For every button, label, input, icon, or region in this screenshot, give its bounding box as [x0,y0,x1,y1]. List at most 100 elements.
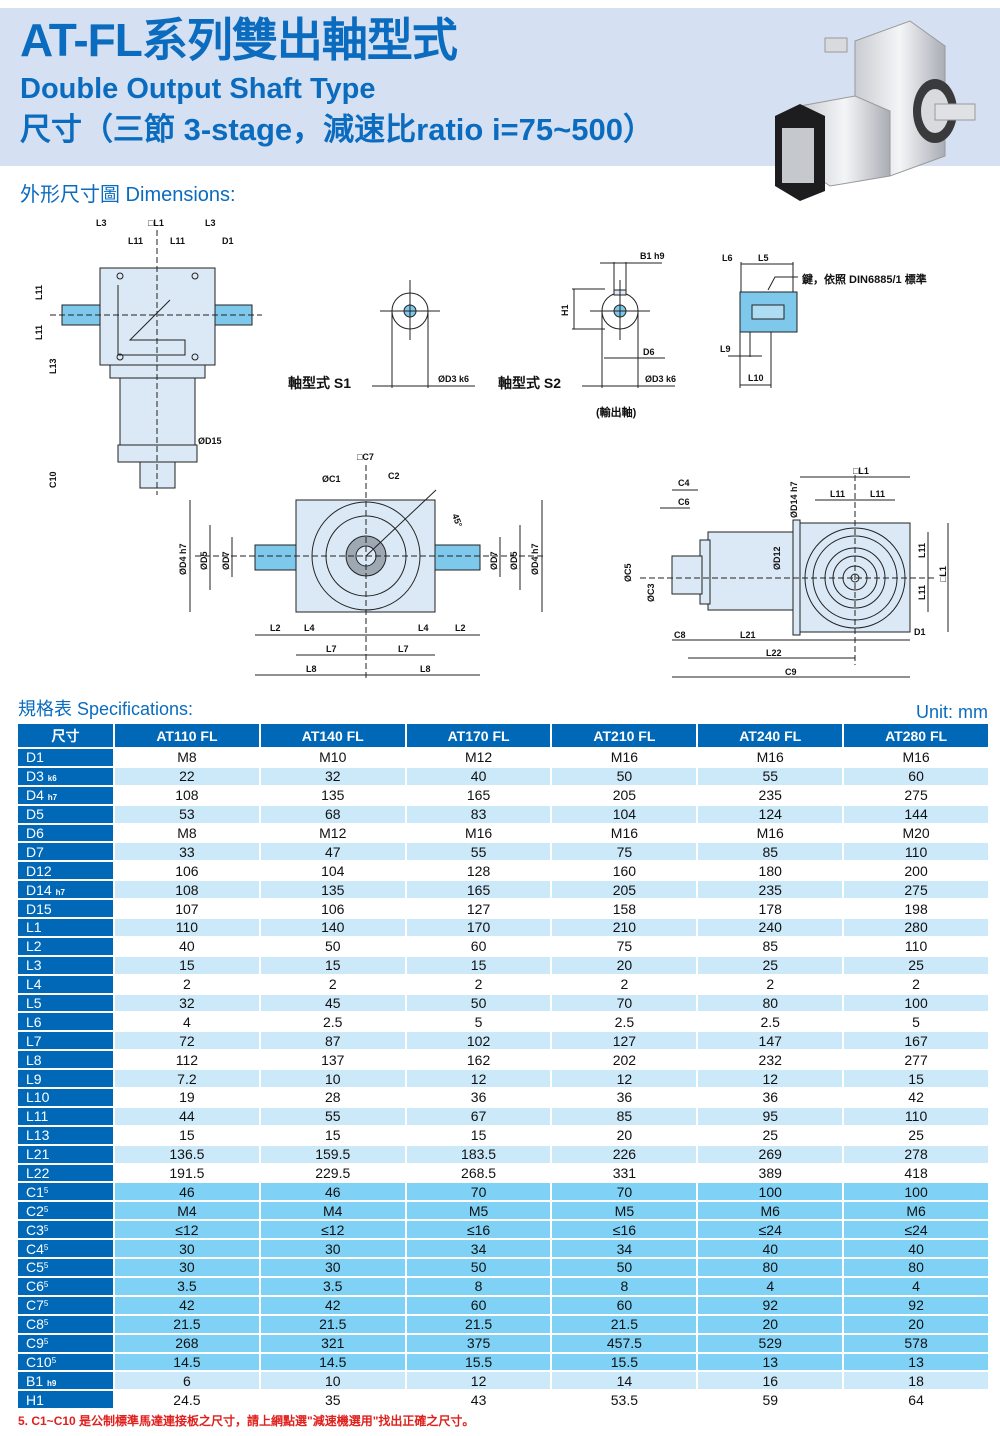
row-label-text: D3 [26,768,44,785]
table-row: B1 h9 6 10 12 14 16 18 [18,1372,990,1390]
table-cell: 10 [260,1372,407,1390]
table-cell: 30 [260,1259,407,1276]
table-cell: 136.5 [115,1145,261,1163]
table-cell: 578 [844,1334,990,1352]
table-row: D7 33 47 55 75 85 110 [18,843,990,861]
table-cell: 110 [844,937,990,955]
table-cell: 14.5 [260,1353,407,1371]
table-cell: M10 [260,749,407,766]
label-L11: L11 [917,543,927,558]
table-cell: 124 [698,805,845,823]
label-D4: ØD4 h7 [530,543,540,575]
row-label: L2 [18,937,115,955]
table-cell: 53.5 [552,1391,699,1409]
table-cell: M16 [406,824,553,842]
label-L2: L2 [455,623,466,633]
table-cell: 102 [406,1032,553,1050]
row-label: D1 [18,749,115,766]
table-cell: 32 [115,994,261,1012]
table-cell: 15 [844,1070,990,1088]
label-L3: L3 [96,218,107,228]
table-cell: 12 [406,1372,553,1390]
table-cell: 15.5 [406,1353,553,1371]
table-cell: 240 [698,919,845,936]
table-cell: 25 [844,956,990,974]
table-cell: 92 [844,1296,990,1314]
table-row: C55 30 30 50 50 80 80 [18,1259,990,1276]
table-cell: 108 [115,881,261,899]
table-cell: 268 [115,1334,261,1352]
row-label-text: L21 [26,1146,50,1163]
table-row: D6 M8 M12 M16 M16 M16 M20 [18,824,990,842]
column-header: AT240 FL [698,724,845,747]
table-cell: 25 [698,1126,845,1144]
table-cell: M8 [115,749,261,766]
label-C10: C10 [48,471,58,488]
table-cell: ≤24 [698,1221,845,1239]
table-cell: 15 [260,1126,407,1144]
table-cell: 280 [844,919,990,936]
table-row: C45 30 30 34 34 40 40 [18,1240,990,1258]
table-cell: 46 [115,1183,261,1201]
footnote-ref: 5 [43,1204,49,1214]
shaft-s2-drawing: 軸型式 S2 ØD3 k6 (輸出軸) B1 h9 H1 D6 [498,251,676,419]
label-C5: ØC5 [623,563,633,582]
table-cell: 60 [844,767,990,785]
row-label-text: B1 [26,1372,44,1389]
table-cell: 529 [698,1334,845,1352]
specs-table: 尺寸 AT110 FL AT140 FL AT170 FL AT210 FL AT240 … [18,722,990,1410]
row-label: L9 [18,1070,115,1088]
row-label: C75 [18,1296,115,1314]
table-cell: 36 [698,1089,845,1106]
table-cell: 159.5 [260,1145,407,1163]
table-cell: M5 [552,1202,699,1220]
page-title: AT-FL系列雙出軸型式 [20,14,458,66]
table-cell: M16 [552,824,699,842]
row-label-text: L3 [26,957,42,974]
dimensions-heading: 外形尺寸圖 Dimensions: [20,184,236,206]
table-cell: 45 [260,994,407,1012]
label-D7: ØD7 [489,551,499,570]
row-label: D14 h7 [18,881,115,899]
table-cell: 36 [552,1089,699,1106]
row-label: D3 k6 [18,767,115,785]
label-D15: ØD15 [198,436,222,446]
tolerance-sub: h9 [47,1378,57,1388]
table-cell: 2 [115,975,261,993]
row-label-text: C8 [26,1316,44,1333]
row-label-text: L5 [26,995,42,1012]
table-cell: 321 [260,1334,407,1352]
label-D6: D6 [643,347,655,357]
table-cell: 43 [406,1391,553,1409]
table-cell: 12 [698,1070,845,1088]
label-D5: ØD5 [509,551,519,570]
page-subtitle: Double Output Shaft Type [20,73,376,105]
label-s2: 軸型式 S2 [498,375,561,391]
label-L5: L5 [758,253,769,263]
table-cell: 269 [698,1145,845,1163]
row-label-text: C6 [26,1278,44,1295]
table-row: L5 32 45 50 70 80 100 [18,994,990,1012]
table-cell: 68 [260,805,407,823]
table-row: L2 40 50 60 75 85 110 [18,937,990,955]
table-cell: 14.5 [115,1353,261,1371]
label-L11: L11 [170,236,185,246]
table-cell: 30 [115,1259,261,1276]
row-label-text: D6 [26,825,44,841]
label-key-standard: 鍵，依照 DIN6885/1 標準 [802,272,927,286]
table-cell: 20 [698,1315,845,1333]
table-cell: 80 [844,1259,990,1276]
column-header: AT210 FL [552,724,699,747]
table-cell: 21.5 [115,1315,261,1333]
table-cell: 55 [698,767,845,785]
table-cell: 108 [115,786,261,804]
table-cell: 13 [698,1353,845,1371]
table-cell: M16 [698,824,845,842]
row-label: C45 [18,1240,115,1258]
label-L10: L10 [748,373,764,383]
table-row: D12 106 104 128 160 180 200 [18,862,990,880]
table-cell: M16 [552,749,699,766]
table-cell: ≤16 [552,1221,699,1239]
table-cell: 107 [115,900,261,918]
table-cell: 278 [844,1145,990,1163]
